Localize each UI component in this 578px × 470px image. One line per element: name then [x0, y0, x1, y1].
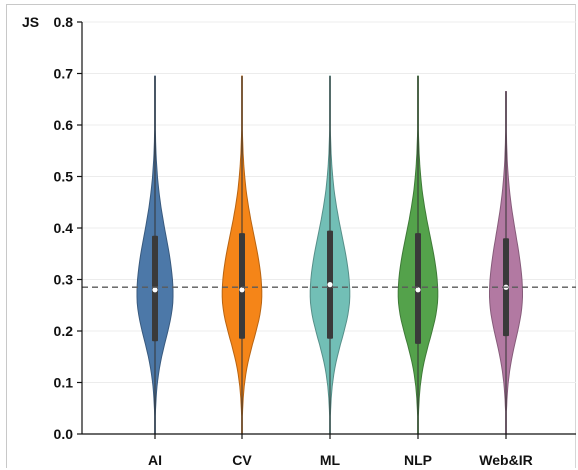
- y-tick-label: 0.2: [54, 323, 74, 339]
- chart-frame: [6, 4, 576, 468]
- x-tick-label: Web&IR: [479, 452, 532, 468]
- violin-nlp: [397, 75, 439, 435]
- y-tick-label: 0.7: [54, 66, 74, 82]
- violin-ai: [136, 75, 174, 435]
- x-tick-label: AI: [148, 452, 162, 468]
- x-ticks: AI CV ML NLP Web&IR: [148, 434, 533, 468]
- y-tick-label: 0.4: [54, 220, 74, 236]
- x-tick-label: ML: [320, 452, 341, 468]
- x-tick-label: NLP: [404, 452, 432, 468]
- y-ticks: 0.0 0.1 0.2 0.3 0.4 0.5 0.6 0.7 0.8: [54, 14, 82, 442]
- violins: [136, 75, 523, 435]
- violin-iqr-box: [239, 233, 245, 339]
- y-tick-label: 0.6: [54, 117, 74, 133]
- y-tick-label: 0.1: [54, 375, 74, 391]
- violin-ml: [309, 75, 351, 435]
- violin-cv: [221, 75, 263, 435]
- y-tick-label: 0.5: [54, 169, 74, 185]
- violin-median: [415, 287, 421, 293]
- violin-median: [327, 282, 333, 288]
- y-tick-label: 0.8: [54, 14, 74, 30]
- violin-median: [152, 287, 158, 293]
- violin-median: [239, 287, 245, 293]
- y-tick-label: 0.3: [54, 272, 74, 288]
- y-axis-label: JS: [22, 14, 39, 30]
- y-tick-label: 0.0: [54, 426, 74, 442]
- x-tick-label: CV: [232, 452, 252, 468]
